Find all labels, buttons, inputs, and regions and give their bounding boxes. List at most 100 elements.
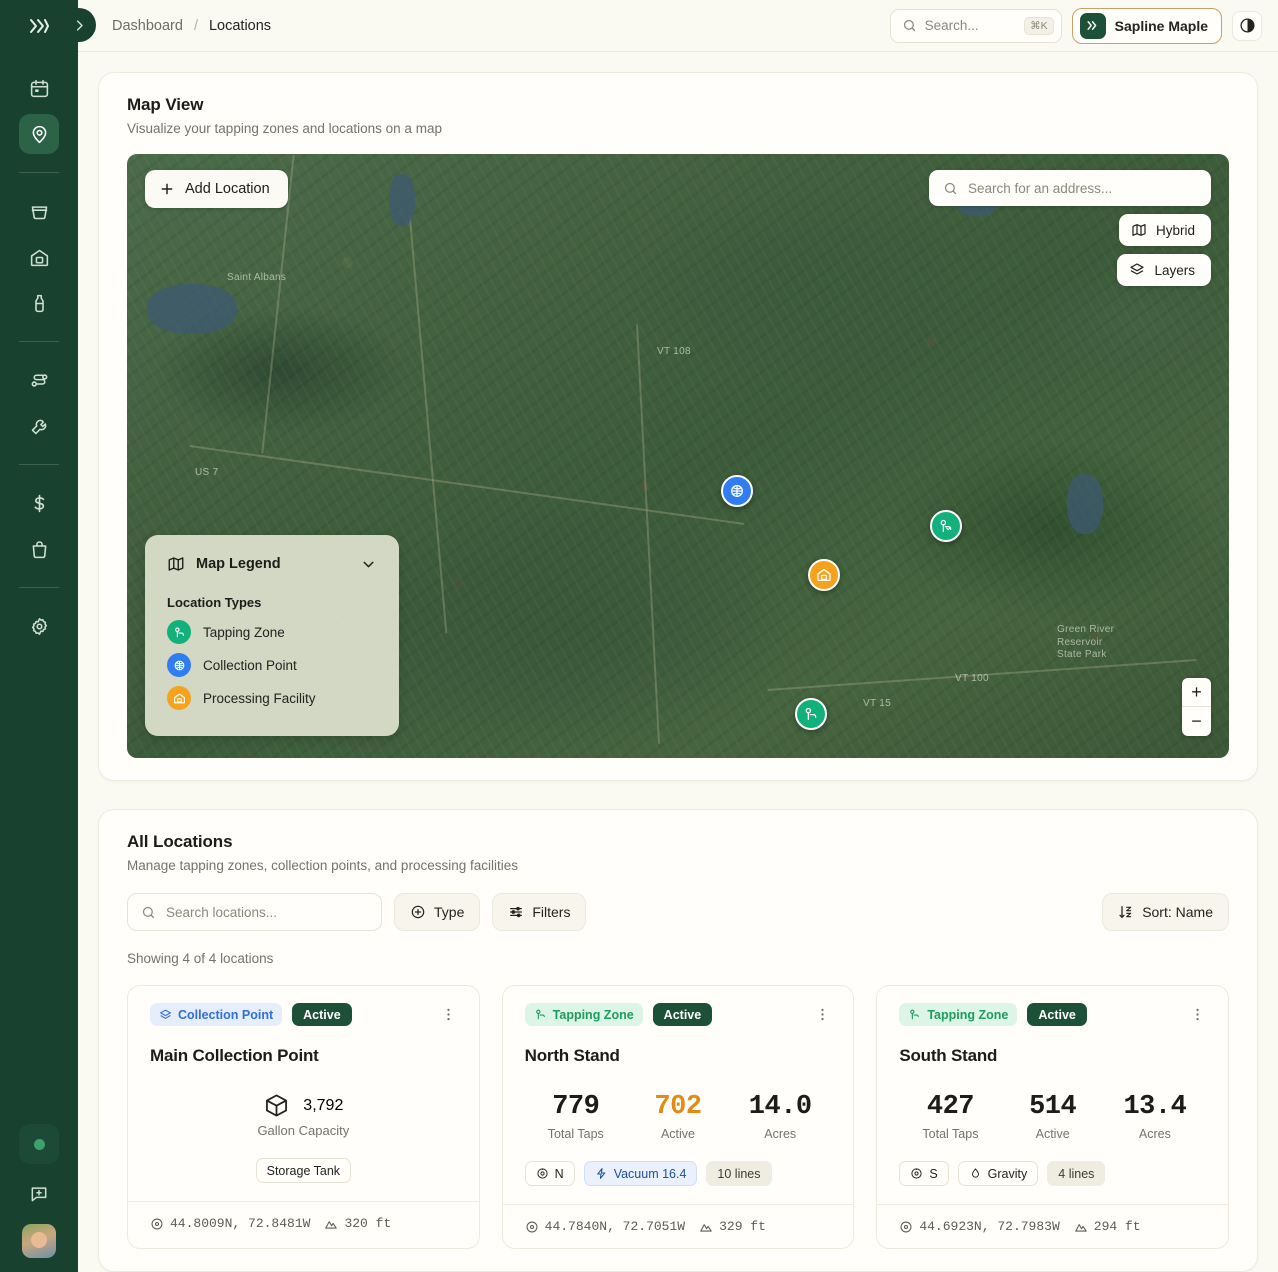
map-layers-button[interactable]: Layers — [1117, 254, 1211, 286]
map-style-button[interactable]: Hybrid — [1118, 214, 1211, 246]
location-tags: Storage Tank — [150, 1158, 457, 1183]
map-zoom-out-button[interactable]: − — [1191, 711, 1202, 731]
location-coordinates: 44.8009N, 72.8481W — [150, 1216, 310, 1231]
location-stat-label: Acres — [1138, 1127, 1171, 1141]
location-card[interactable]: Collection Point Active Main Collection … — [127, 985, 480, 1249]
feedback-button[interactable] — [19, 1174, 59, 1214]
global-search-input[interactable]: Search... ⌘K — [889, 8, 1062, 43]
location-type-badge: Tapping Zone — [899, 1003, 1018, 1026]
location-stat-value: 13.4 — [1123, 1092, 1187, 1122]
type-filter-button[interactable]: Type — [394, 893, 481, 931]
more-vertical-icon[interactable] — [440, 1006, 457, 1023]
locations-search-input[interactable]: Search locations... — [127, 893, 382, 931]
location-type-label: Tapping Zone — [552, 1007, 634, 1022]
bolt-icon — [595, 1167, 608, 1180]
status-badge: Active — [652, 1003, 713, 1026]
status-badge: Active — [292, 1003, 352, 1026]
map-marker-collection-point[interactable] — [721, 475, 753, 507]
map-view-subtitle: Visualize your tapping zones and locatio… — [127, 121, 442, 136]
global-search-placeholder: Search... — [924, 18, 979, 33]
compass-icon — [910, 1167, 923, 1180]
results-count: Showing 4 of 4 locations — [127, 951, 274, 966]
sidebar — [0, 0, 96, 1272]
more-vertical-icon[interactable] — [814, 1006, 831, 1023]
sidebar-item-tubing[interactable] — [19, 360, 59, 400]
location-type-badge: Collection Point — [150, 1003, 283, 1026]
map-marker-tapping-zone[interactable] — [930, 510, 962, 542]
sidebar-item-equipment[interactable] — [19, 406, 59, 446]
map-layers-label: Layers — [1154, 262, 1195, 278]
location-tag-direction: S — [899, 1161, 949, 1186]
locations-grid: Collection Point Active Main Collection … — [127, 985, 1229, 1249]
sidebar-item-syrup[interactable] — [19, 283, 59, 323]
avatar[interactable] — [22, 1224, 56, 1258]
filters-button[interactable]: Filters — [492, 893, 587, 931]
chevron-down-icon[interactable] — [360, 556, 377, 573]
top-bar: Dashboard / Locations Search... ⌘K Sapli… — [78, 0, 1278, 52]
location-tag-lines: 10 lines — [706, 1161, 772, 1186]
location-name: Main Collection Point — [150, 1046, 319, 1065]
location-card-body: Tapping Zone Active North Stand 779 To — [503, 986, 854, 1204]
sidebar-item-sugarhouse[interactable] — [19, 237, 59, 277]
location-elevation-text: 329 ft — [719, 1219, 766, 1234]
map-icon — [1131, 222, 1147, 238]
tank-grid-icon — [167, 653, 191, 677]
sidebar-divider-3 — [19, 464, 59, 465]
location-coordinates: 44.7840N, 72.7051W — [525, 1219, 685, 1234]
location-tag-flow: Gravity — [957, 1161, 1039, 1186]
location-coordinates-text: 44.8009N, 72.8481W — [170, 1216, 311, 1231]
map-water — [1067, 474, 1103, 534]
map-label: Green River Reservoir State Park — [1057, 624, 1115, 660]
location-name: North Stand — [524, 1046, 620, 1065]
breadcrumb-dashboard[interactable]: Dashboard — [112, 17, 183, 34]
warehouse-icon — [167, 686, 191, 710]
add-location-button[interactable]: Add Location — [145, 170, 288, 208]
location-primary-stat-label: Gallon Capacity — [257, 1123, 350, 1138]
location-stat-label: Total Taps — [922, 1127, 979, 1141]
map-marker-processing-facility[interactable] — [808, 559, 840, 591]
org-switcher-button[interactable]: Sapline Maple — [1071, 7, 1222, 44]
address-search-placeholder: Search for an address... — [968, 180, 1113, 196]
location-coordinates: 44.6923N, 72.7983W — [899, 1219, 1060, 1234]
address-search-input[interactable]: Search for an address... — [929, 170, 1211, 206]
map-legend-header[interactable]: Map Legend — [167, 555, 377, 573]
more-vertical-icon[interactable] — [1189, 1006, 1206, 1023]
location-primary-stat-row: 3,792 — [150, 1092, 457, 1119]
map-legend-title: Map Legend — [196, 556, 281, 572]
location-stat: 14.0 Acres — [729, 1092, 831, 1141]
location-stat-value: 427 — [926, 1092, 975, 1122]
sidebar-item-sales[interactable] — [19, 529, 59, 569]
location-card[interactable]: Tapping Zone Active North Stand 779 To — [501, 985, 855, 1249]
online-status-indicator[interactable] — [19, 1124, 59, 1164]
add-location-label: Add Location — [185, 181, 270, 197]
app-logo[interactable] — [0, 0, 78, 52]
sidebar-collapse-toggle[interactable] — [62, 8, 96, 42]
location-stats: 779 Total Taps 702 Active 14.0 Acres — [525, 1092, 832, 1141]
theme-toggle-button[interactable] — [1232, 10, 1262, 41]
map-zoom-in-button[interactable]: + — [1182, 678, 1211, 707]
sort-button[interactable]: Sort: Name — [1102, 893, 1229, 931]
all-locations-subtitle: Manage tapping zones, collection points,… — [127, 858, 518, 873]
location-stat-value: 514 — [1029, 1092, 1077, 1122]
map-canvas[interactable]: Saint Albans VT 108 VT 100 VT 15 US 7 Gr… — [127, 154, 1229, 758]
location-card[interactable]: Tapping Zone Active South Stand 427 To — [876, 985, 1229, 1249]
mountain-icon — [1074, 1220, 1088, 1234]
map-legend-label: Tapping Zone — [203, 624, 285, 640]
map-legend-item-processing-facility: Processing Facility — [167, 686, 377, 710]
location-stat: 702 Active — [627, 1092, 729, 1141]
location-stat: 779 Total Taps — [525, 1092, 627, 1141]
sidebar-divider-4 — [19, 587, 59, 588]
org-mark-icon — [1079, 12, 1106, 39]
sidebar-item-finance[interactable] — [19, 483, 59, 523]
compass-icon — [536, 1167, 549, 1180]
contrast-half-circle-icon — [1239, 17, 1256, 34]
map-view-card: Map View Visualize your tapping zones an… — [98, 72, 1258, 781]
sidebar-item-settings[interactable] — [19, 606, 59, 646]
map-label: Saint Albans — [227, 272, 287, 283]
sidebar-item-bucket[interactable] — [19, 191, 59, 231]
tree-tap-icon — [534, 1008, 547, 1021]
sidebar-item-locations[interactable] — [19, 114, 59, 154]
map-marker-tapping-zone[interactable] — [795, 698, 827, 730]
sidebar-item-calendar[interactable] — [19, 68, 59, 108]
collection-point-icon — [159, 1008, 172, 1021]
